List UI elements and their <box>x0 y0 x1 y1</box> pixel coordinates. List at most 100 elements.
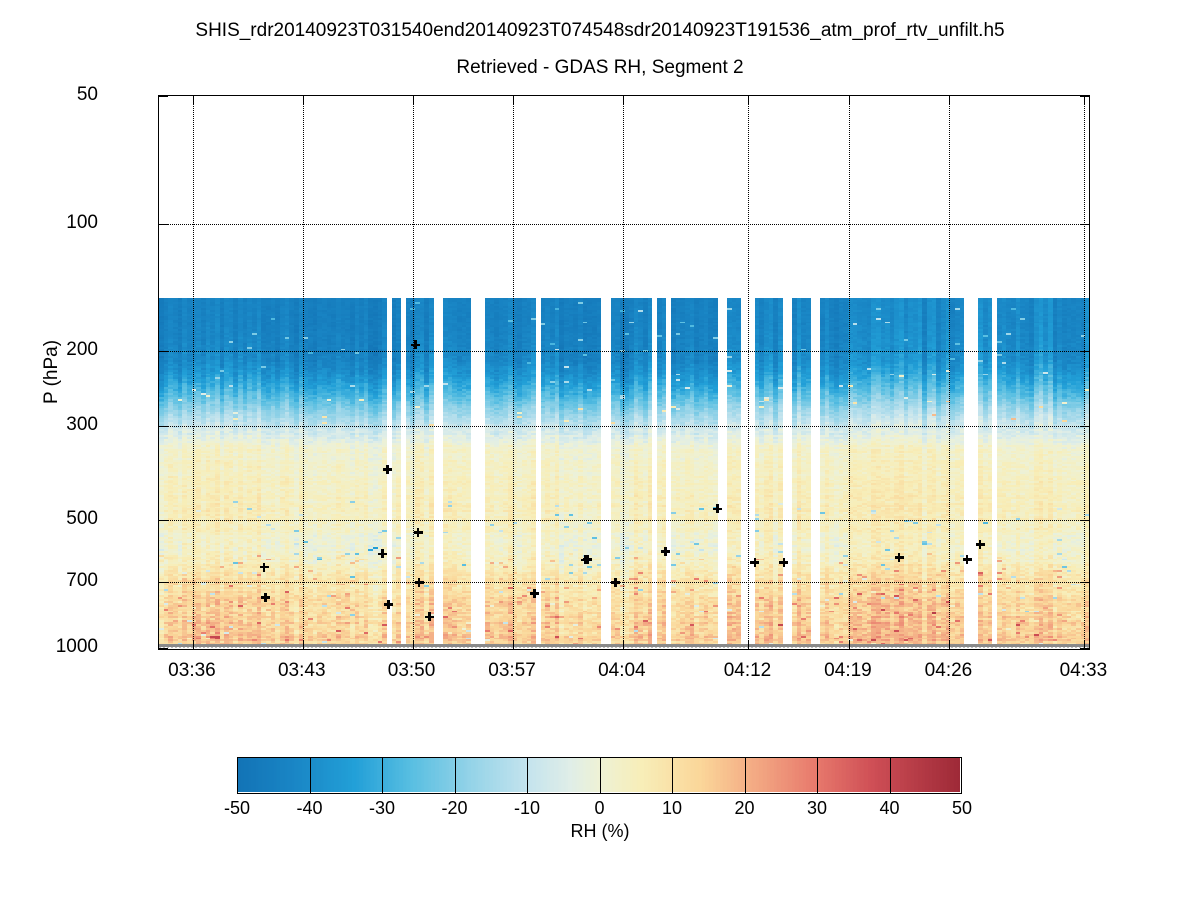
y-tick-label: 1000 <box>55 636 98 657</box>
heatmap-canvas-container <box>159 96 1089 649</box>
x-tick <box>192 640 194 649</box>
x-gridline <box>513 96 515 649</box>
x-tick <box>302 640 304 649</box>
y-tick <box>159 426 168 428</box>
x-gridline <box>412 96 414 649</box>
cloud-top-marker <box>713 504 723 514</box>
cloud-top-marker <box>779 557 789 567</box>
colorbar-tick-label: -40 <box>296 798 323 818</box>
cloud-top-marker <box>413 528 423 538</box>
colorbar-tick-label: 20 <box>734 798 755 818</box>
colorbar-tick <box>454 757 456 794</box>
heatmap-plot-area <box>158 95 1090 650</box>
x-tick <box>1084 640 1086 649</box>
x-tick <box>949 96 951 105</box>
cloud-top-marker <box>378 549 388 559</box>
colorbar-tick <box>889 757 891 794</box>
x-tick-label: 03:36 <box>168 660 216 681</box>
cloud-top-marker <box>750 557 760 567</box>
colorbar-tick-label: -10 <box>513 798 541 818</box>
colorbar-title: RH (%) <box>570 821 630 841</box>
x-tick-label: 04:19 <box>824 660 872 681</box>
colorbar-tick-label: -20 <box>441 798 468 818</box>
x-tick <box>622 96 624 105</box>
cloud-top-marker <box>410 340 420 350</box>
colorbar-tick-label: 40 <box>879 798 900 818</box>
x-gridline <box>622 96 624 649</box>
cloud-top-marker <box>259 562 269 572</box>
x-tick <box>412 96 414 105</box>
y-gridline <box>159 223 1089 225</box>
colorbar-tick <box>309 757 311 794</box>
colorbar-tick-label: 50 <box>951 798 973 818</box>
x-tick <box>513 96 515 105</box>
x-gridline <box>949 96 951 649</box>
y-tick <box>159 351 168 353</box>
x-tick <box>748 96 750 105</box>
colorbar-tick-label: 30 <box>806 798 828 818</box>
x-tick <box>748 640 750 649</box>
x-gridline <box>748 96 750 649</box>
y-tick-label: 500 <box>66 508 98 530</box>
y-gridline <box>159 520 1089 522</box>
x-tick <box>192 96 194 105</box>
x-tick <box>622 640 624 649</box>
colorbar-tick-label: 0 <box>594 798 605 818</box>
colorbar-tick <box>744 757 746 794</box>
x-tick <box>302 96 304 105</box>
cloud-top-marker <box>382 465 392 475</box>
x-tick <box>513 640 515 649</box>
colorbar-tick-label: -30 <box>368 798 396 818</box>
y-tick <box>159 96 168 97</box>
colorbar-tick-label: 10 <box>661 798 683 818</box>
y-tick-label: 700 <box>66 570 98 592</box>
y-tick <box>159 520 168 522</box>
y-tick <box>159 223 168 225</box>
x-tick-label: 04:04 <box>598 660 646 681</box>
x-tick <box>412 640 414 649</box>
x-gridline <box>1084 96 1086 649</box>
cloud-top-marker <box>383 600 393 610</box>
x-tick <box>848 640 850 649</box>
x-tick-label: 04:12 <box>723 660 772 681</box>
x-gridline <box>848 96 850 649</box>
y-tick-label: 300 <box>66 414 98 436</box>
y-axis-title: P (hPa) <box>41 339 62 405</box>
y-tick-label: 200 <box>66 339 98 361</box>
x-tick <box>848 96 850 105</box>
colorbar-tick <box>382 757 383 794</box>
cloud-top-marker <box>529 589 539 599</box>
y-gridline <box>159 582 1089 584</box>
figure-title-line2: Retrieved - GDAS RH, Segment 2 <box>456 57 744 78</box>
cloud-top-marker <box>261 592 271 602</box>
x-tick-label: 03:43 <box>277 660 326 681</box>
y-tick-label: 100 <box>66 211 98 233</box>
cloud-top-marker <box>894 553 904 563</box>
x-gridline <box>302 96 304 649</box>
x-tick-label: 04:26 <box>924 660 973 681</box>
colorbar-tick <box>817 757 818 794</box>
cloud-top-marker <box>610 577 620 587</box>
x-tick-label: 03:50 <box>387 660 436 681</box>
y-gridline <box>159 426 1089 428</box>
cloud-top-marker <box>661 547 671 557</box>
x-tick <box>1084 96 1086 105</box>
colorbar-tick <box>527 757 528 794</box>
cloud-top-marker <box>962 554 972 564</box>
x-tick-label: 03:57 <box>488 660 536 681</box>
x-tick <box>949 640 951 649</box>
figure-title-line1: SHIS_rdr20140923T031540end20140923T07454… <box>195 20 1005 41</box>
x-gridline <box>192 96 194 649</box>
colorbar-tick <box>599 757 601 794</box>
y-gridline <box>159 351 1089 353</box>
x-tick-label: 04:33 <box>1059 660 1108 681</box>
cloud-top-marker <box>975 539 985 549</box>
cloud-top-marker <box>424 612 434 622</box>
y-tick <box>159 582 168 584</box>
colorbar-tick-label: -50 <box>223 798 251 818</box>
cloud-top-marker <box>414 577 424 587</box>
y-tick-label: 50 <box>76 84 98 105</box>
cloud-top-marker <box>582 554 592 564</box>
y-tick <box>159 648 168 649</box>
colorbar-tick <box>672 757 673 794</box>
